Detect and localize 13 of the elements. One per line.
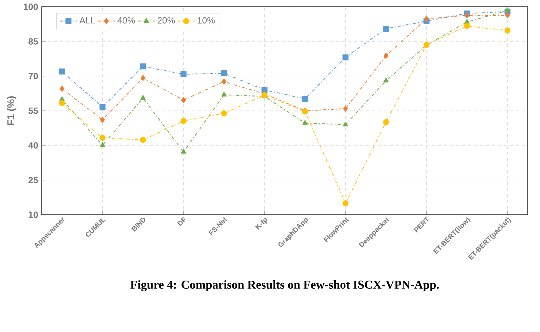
y-tick-label: 25: [28, 177, 38, 184]
legend-label: 20%: [158, 17, 176, 24]
y-tick-label: 100: [24, 4, 38, 10]
y-tick-label: 40: [28, 142, 38, 149]
legend-label: ALL: [80, 17, 96, 24]
y-tick-label: 55: [28, 108, 38, 114]
y-axis-title: F1 (%): [7, 96, 17, 126]
y-tick-label: 70: [28, 73, 38, 80]
legend-label: 10%: [198, 17, 215, 24]
caption: Figure 4: Comparison Results on Few-shot ISCX-VPN-App.: [130, 280, 440, 292]
y-tick-label: 85: [28, 38, 38, 45]
legend-label: 40%: [118, 17, 136, 24]
y-tick-label: 10: [29, 212, 38, 218]
